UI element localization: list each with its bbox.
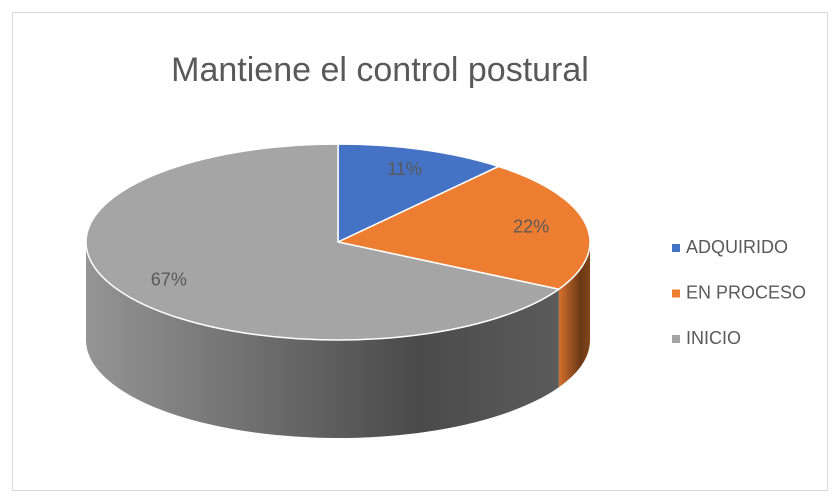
slice [85, 143, 561, 341]
legend-label: INICIO [686, 328, 741, 348]
legend-marker [672, 244, 680, 252]
legend-marker [672, 335, 680, 343]
legend-label: EN PROCESO [686, 282, 806, 302]
legend-marker [672, 289, 680, 298]
chart-title: Mantiene el control postural [171, 51, 589, 89]
slice [335, 165, 591, 291]
data-label: 67% [151, 270, 187, 290]
slice-side-shade [558, 242, 590, 388]
legend-label: ADQUIRIDO [686, 237, 788, 257]
data-label: 11% [387, 159, 422, 179]
data-label: 22% [513, 216, 549, 236]
slice [337, 143, 501, 244]
